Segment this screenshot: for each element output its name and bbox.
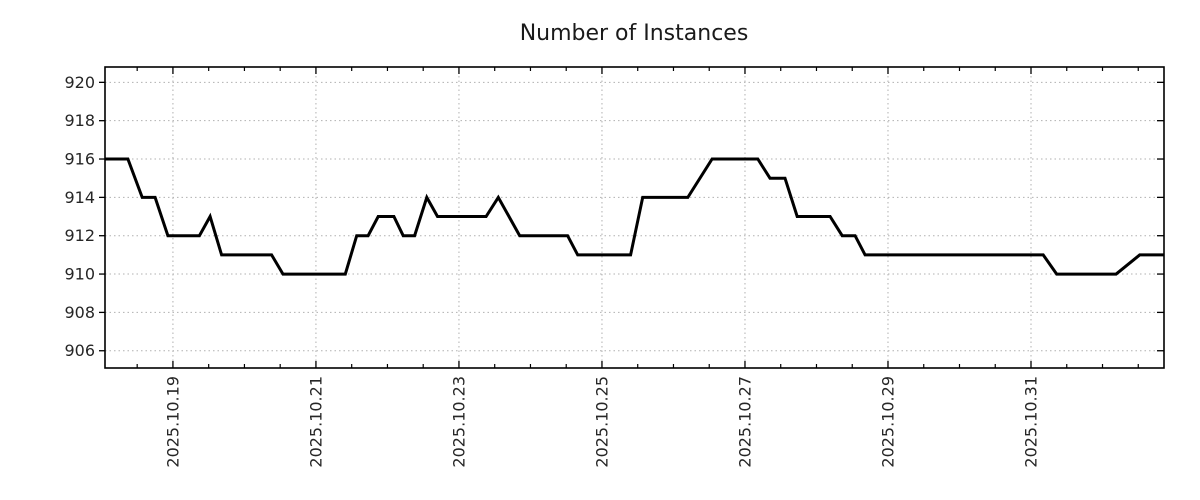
x-tick-label: 2025.10.29 [878,376,897,468]
x-tick-label: 2025.10.25 [592,376,611,468]
x-tick-label: 2025.10.19 [163,376,182,468]
y-tick-label: 906 [64,341,95,360]
x-tick-label: 2025.10.31 [1021,376,1040,468]
gridlines [105,67,1164,368]
series-line [105,157,1164,276]
y-axis-tick-labels: 906 908 910 912 914 916 918 920 [64,73,95,360]
x-tick-label: 2025.10.23 [449,376,468,468]
y-tick-label: 914 [64,188,95,207]
plot-frame [104,66,1165,369]
y-tick-label: 916 [64,150,95,169]
x-axis-tick-labels: 2025.10.19 2025.10.21 2025.10.23 2025.10.25… [163,376,1040,468]
x-tick-label: 2025.10.27 [735,376,754,468]
y-tick-label: 908 [64,303,95,322]
y-tick-label: 918 [64,111,95,130]
y-tick-label: 920 [64,73,95,92]
y-tick-label: 910 [64,265,95,284]
x-tick-label: 2025.10.21 [306,376,325,468]
y-tick-label: 912 [64,226,95,245]
axis-ticks [99,67,1164,368]
chart-title: Number of Instances [520,21,749,46]
